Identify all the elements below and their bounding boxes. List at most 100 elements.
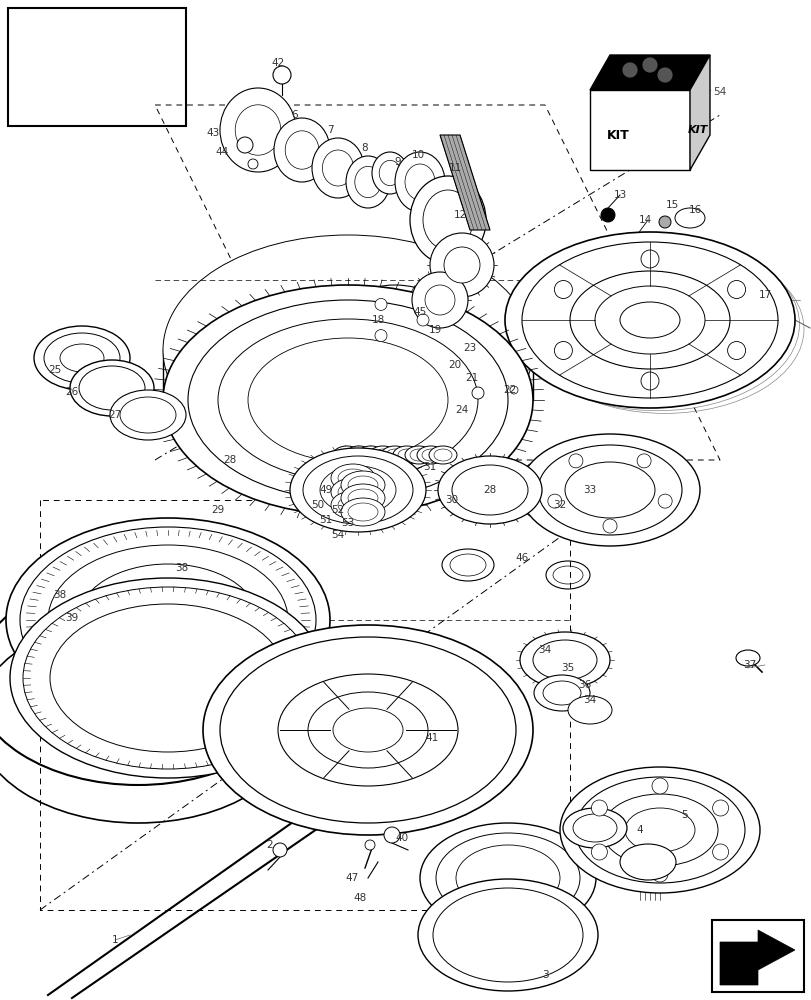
Text: 35: 35 bbox=[560, 663, 574, 673]
Ellipse shape bbox=[235, 105, 281, 155]
Ellipse shape bbox=[203, 625, 532, 835]
Ellipse shape bbox=[331, 464, 375, 492]
Bar bbox=[8, 8, 186, 126]
Ellipse shape bbox=[444, 247, 479, 283]
Ellipse shape bbox=[331, 478, 375, 506]
Ellipse shape bbox=[374, 449, 392, 461]
Ellipse shape bbox=[345, 156, 389, 208]
Text: 13: 13 bbox=[612, 190, 626, 200]
Ellipse shape bbox=[348, 489, 378, 507]
Circle shape bbox=[471, 387, 483, 399]
Bar bbox=[711, 920, 803, 992]
Ellipse shape bbox=[394, 152, 444, 212]
Text: 23: 23 bbox=[463, 343, 476, 353]
Ellipse shape bbox=[504, 232, 794, 408]
Text: 22: 22 bbox=[503, 385, 516, 395]
Ellipse shape bbox=[423, 190, 473, 250]
Ellipse shape bbox=[333, 708, 402, 752]
Ellipse shape bbox=[20, 527, 315, 713]
Ellipse shape bbox=[354, 295, 435, 345]
Circle shape bbox=[640, 250, 659, 268]
Ellipse shape bbox=[405, 446, 432, 464]
Ellipse shape bbox=[417, 446, 444, 464]
Ellipse shape bbox=[430, 233, 493, 297]
Text: 44: 44 bbox=[215, 147, 229, 157]
Text: 51: 51 bbox=[319, 515, 333, 525]
Text: 39: 39 bbox=[66, 613, 79, 623]
Ellipse shape bbox=[337, 469, 367, 487]
Text: 28: 28 bbox=[483, 485, 496, 495]
Ellipse shape bbox=[574, 777, 744, 883]
Text: KIT: KIT bbox=[606, 129, 629, 142]
Ellipse shape bbox=[345, 446, 372, 464]
Ellipse shape bbox=[331, 491, 375, 519]
Text: 48: 48 bbox=[353, 893, 367, 903]
Ellipse shape bbox=[456, 845, 560, 911]
Ellipse shape bbox=[560, 767, 759, 893]
Ellipse shape bbox=[674, 208, 704, 228]
Ellipse shape bbox=[436, 833, 579, 923]
Ellipse shape bbox=[601, 794, 717, 866]
Ellipse shape bbox=[341, 484, 384, 512]
Text: 7: 7 bbox=[326, 125, 333, 135]
Ellipse shape bbox=[48, 545, 288, 695]
Ellipse shape bbox=[594, 286, 704, 354]
Text: 24: 24 bbox=[455, 405, 468, 415]
Text: 14: 14 bbox=[637, 215, 650, 225]
Ellipse shape bbox=[519, 632, 609, 688]
Text: 18: 18 bbox=[371, 315, 384, 325]
Circle shape bbox=[621, 62, 637, 78]
Ellipse shape bbox=[247, 338, 448, 462]
Text: 54: 54 bbox=[331, 530, 344, 540]
Ellipse shape bbox=[568, 696, 611, 724]
Circle shape bbox=[384, 827, 400, 843]
Ellipse shape bbox=[424, 285, 454, 315]
Text: 27: 27 bbox=[108, 410, 122, 420]
Ellipse shape bbox=[340, 285, 449, 355]
Ellipse shape bbox=[532, 640, 596, 680]
Text: 34: 34 bbox=[538, 645, 551, 655]
Text: 28: 28 bbox=[223, 455, 236, 465]
Text: 5: 5 bbox=[681, 810, 688, 820]
Text: 42: 42 bbox=[271, 58, 285, 68]
Ellipse shape bbox=[432, 888, 582, 982]
Ellipse shape bbox=[322, 150, 353, 186]
Polygon shape bbox=[590, 90, 689, 170]
Text: 33: 33 bbox=[582, 485, 596, 495]
Text: 21: 21 bbox=[465, 373, 478, 383]
Circle shape bbox=[651, 866, 667, 882]
Text: 43: 43 bbox=[206, 128, 219, 138]
Circle shape bbox=[590, 844, 607, 860]
Ellipse shape bbox=[620, 302, 679, 338]
Ellipse shape bbox=[428, 446, 457, 464]
Text: 9: 9 bbox=[394, 157, 401, 167]
Ellipse shape bbox=[50, 604, 285, 752]
Text: 6: 6 bbox=[291, 110, 298, 120]
Circle shape bbox=[656, 67, 672, 83]
Ellipse shape bbox=[337, 449, 355, 461]
Ellipse shape bbox=[521, 242, 777, 398]
Text: 15: 15 bbox=[664, 200, 678, 210]
Ellipse shape bbox=[437, 456, 541, 524]
Ellipse shape bbox=[538, 445, 681, 535]
Ellipse shape bbox=[385, 449, 404, 461]
Circle shape bbox=[712, 844, 727, 860]
Ellipse shape bbox=[534, 675, 590, 711]
Circle shape bbox=[603, 519, 616, 533]
Ellipse shape bbox=[273, 118, 329, 182]
Circle shape bbox=[727, 280, 744, 298]
Ellipse shape bbox=[624, 808, 694, 852]
Text: 38: 38 bbox=[175, 563, 188, 573]
Ellipse shape bbox=[393, 446, 420, 464]
Text: 3: 3 bbox=[541, 970, 547, 980]
Text: 12: 12 bbox=[453, 210, 466, 220]
Bar bbox=[754, 290, 776, 302]
Circle shape bbox=[569, 454, 582, 468]
Text: 32: 32 bbox=[552, 500, 566, 510]
Polygon shape bbox=[440, 135, 489, 230]
Circle shape bbox=[417, 314, 428, 326]
Ellipse shape bbox=[23, 587, 312, 769]
Ellipse shape bbox=[379, 160, 401, 186]
Ellipse shape bbox=[60, 344, 104, 372]
Text: 1: 1 bbox=[112, 935, 118, 945]
